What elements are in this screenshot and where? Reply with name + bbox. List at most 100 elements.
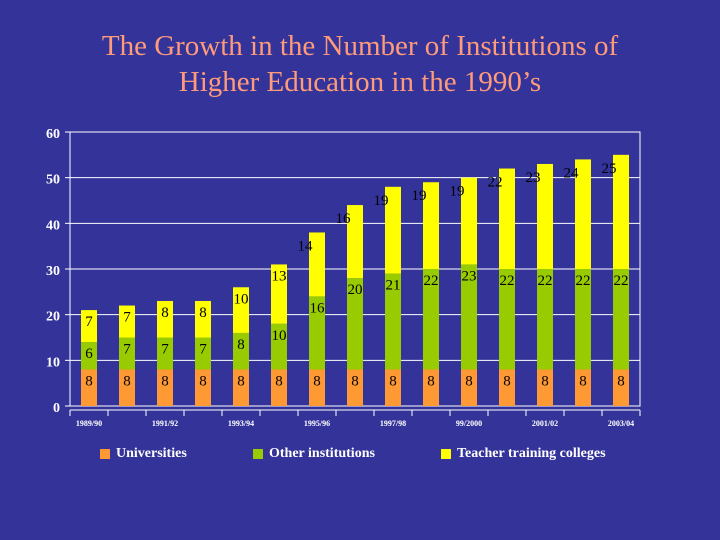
bar-teacher [347,205,363,279]
bar-teacher [195,300,211,338]
data-label: 20 [348,282,363,298]
bar-teacher [461,177,477,265]
legend: Universities Other institutions Teacher … [0,444,720,464]
bar-teacher [271,264,287,324]
data-label: 10 [272,328,287,344]
data-label: 8 [427,373,435,389]
legend-label-universities: Universities [116,446,187,461]
data-label: 7 [123,342,131,358]
bar-other [537,269,553,370]
bar-universities [347,369,363,406]
bar-teacher [309,232,325,297]
data-label: 8 [199,305,207,321]
bar-teacher [537,163,553,269]
data-label: 8 [85,373,93,389]
data-label: 8 [123,373,131,389]
bar-other [461,264,477,370]
data-label: 16 [336,211,352,227]
x-tick-label: 2001/02 [532,419,558,428]
title-line-2: Higher Education in the 1990’s [178,66,542,98]
data-label: 19 [374,193,389,209]
y-tick-label: 40 [46,218,60,233]
data-label: 21 [386,278,401,294]
x-tick-label: 1991/92 [152,419,178,428]
data-label: 7 [161,342,169,358]
bar-universities [499,369,515,406]
bar-teacher [499,168,515,269]
chart-title: The Growth in the Number of Institutions… [0,28,720,100]
bar-other [499,269,515,370]
legend-item-teacher: Teacher training colleges [441,444,606,464]
x-tick-label: 1989/90 [76,419,102,428]
data-label: 7 [123,310,131,326]
data-label: 23 [526,170,541,186]
legend-swatch-other [253,449,263,459]
bar-universities [461,369,477,406]
data-label: 8 [161,373,169,389]
data-label: 10 [234,291,249,307]
data-label: 8 [275,373,283,389]
legend-swatch-universities [100,449,110,459]
bar-universities [575,369,591,406]
data-label: 23 [462,268,477,284]
data-label: 24 [564,165,580,181]
bar-teacher [575,159,591,269]
data-label: 22 [576,273,591,289]
data-label: 22 [488,175,503,191]
bar-teacher [423,182,439,269]
legend-item-other: Other institutions [253,444,375,464]
y-tick-label: 60 [46,127,60,142]
y-tick-label: 20 [46,310,60,325]
bar-universities [613,369,629,406]
data-label: 8 [465,373,473,389]
bar-other [423,269,439,370]
data-label: 22 [538,273,553,289]
legend-item-universities: Universities [100,444,187,464]
bar-other [119,337,135,370]
y-tick-label: 10 [46,355,60,370]
bar-universities [81,369,97,406]
title-line-1: The Growth in the Number of Institutions… [101,30,619,62]
data-label: 22 [500,273,515,289]
data-label: 8 [579,373,587,389]
bar-other [385,273,401,370]
data-label: 8 [389,373,397,389]
x-tick-label: 1995/96 [304,419,330,428]
bar-other [613,269,629,370]
data-label: 8 [199,373,207,389]
data-label: 8 [237,373,245,389]
data-label: 8 [313,373,321,389]
x-tick-label: 99/2000 [456,419,482,428]
y-tick-label: 0 [53,401,60,416]
bar-other [309,296,325,370]
legend-label-other: Other institutions [269,446,375,461]
legend-swatch-teacher [441,449,451,459]
data-label: 8 [161,305,169,321]
bar-other [233,332,249,370]
bar-teacher [233,287,249,333]
bar-universities [309,369,325,406]
bar-teacher [157,300,173,338]
data-label: 8 [503,373,511,389]
bar-other [271,323,287,370]
bar-universities [271,369,287,406]
x-tick-label: 2003/04 [608,419,634,428]
bar-teacher [81,310,97,343]
x-tick-label: 1997/98 [380,419,406,428]
data-label: 13 [272,268,287,284]
bar-universities [119,369,135,406]
y-tick-label: 30 [46,264,60,279]
data-label: 7 [85,314,93,330]
bar-teacher [385,186,401,274]
bar-universities [385,369,401,406]
bar-universities [157,369,173,406]
bar-universities [423,369,439,406]
bar-other [157,337,173,370]
data-label: 7 [199,342,207,358]
data-label: 8 [617,373,625,389]
data-label: 19 [412,188,427,204]
bar-universities [537,369,553,406]
data-label: 22 [424,273,439,289]
bar-universities [195,369,211,406]
data-label: 25 [602,161,617,177]
